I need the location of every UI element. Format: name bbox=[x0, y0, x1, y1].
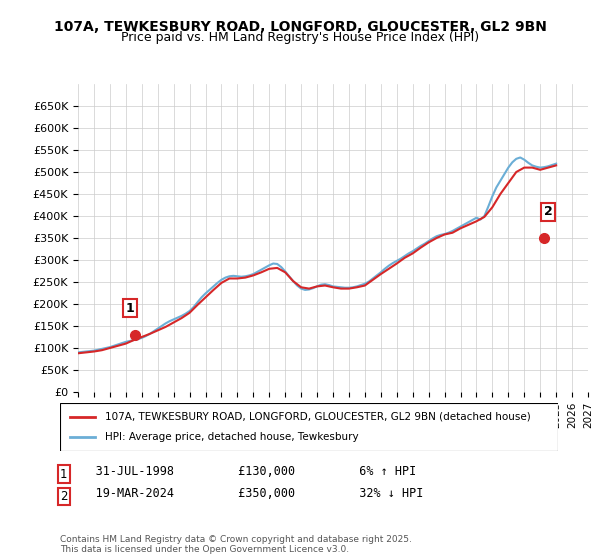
FancyBboxPatch shape bbox=[60, 403, 558, 451]
Text: 1: 1 bbox=[126, 302, 134, 315]
Text: Contains HM Land Registry data © Crown copyright and database right 2025.
This d: Contains HM Land Registry data © Crown c… bbox=[60, 535, 412, 554]
Text: 107A, TEWKESBURY ROAD, LONGFORD, GLOUCESTER, GL2 9BN (detached house): 107A, TEWKESBURY ROAD, LONGFORD, GLOUCES… bbox=[105, 412, 530, 422]
Text: 1: 1 bbox=[60, 468, 67, 480]
Text: 2    19-MAR-2024         £350,000         32% ↓ HPI: 2 19-MAR-2024 £350,000 32% ↓ HPI bbox=[60, 487, 424, 500]
Text: Price paid vs. HM Land Registry's House Price Index (HPI): Price paid vs. HM Land Registry's House … bbox=[121, 31, 479, 44]
Text: 2: 2 bbox=[60, 490, 67, 503]
Text: 107A, TEWKESBURY ROAD, LONGFORD, GLOUCESTER, GL2 9BN: 107A, TEWKESBURY ROAD, LONGFORD, GLOUCES… bbox=[53, 20, 547, 34]
Text: 2: 2 bbox=[544, 205, 553, 218]
Text: HPI: Average price, detached house, Tewkesbury: HPI: Average price, detached house, Tewk… bbox=[105, 432, 358, 442]
Text: 1    31-JUL-1998         £130,000         6% ↑ HPI: 1 31-JUL-1998 £130,000 6% ↑ HPI bbox=[60, 465, 416, 478]
